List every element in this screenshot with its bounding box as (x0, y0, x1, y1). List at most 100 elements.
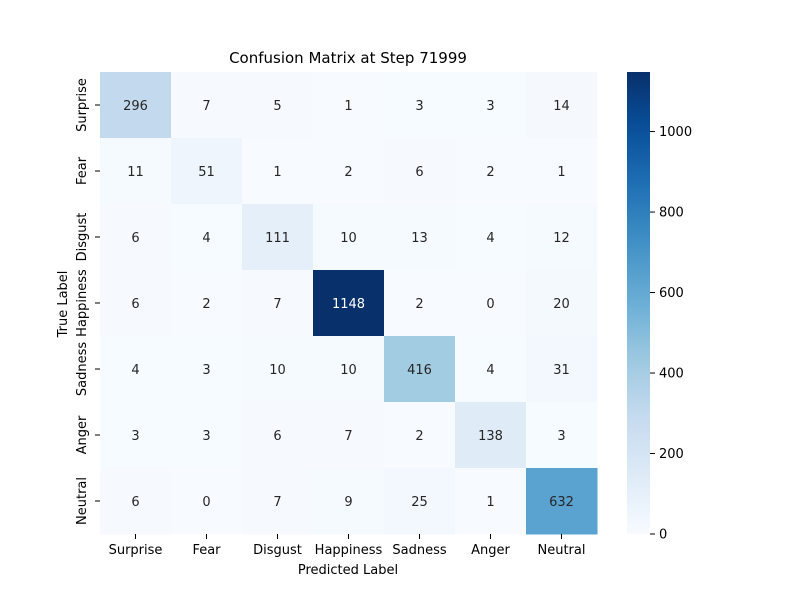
heatmap-cell (384, 468, 456, 535)
y-tick-label: Disgust (75, 213, 90, 262)
cell-value-label: 1 (557, 165, 565, 180)
heatmap-cell (313, 336, 385, 403)
cell-value-label: 3 (415, 99, 423, 114)
y-tick-label: Fear (75, 156, 90, 185)
colorbar-tick-label: 0 (659, 528, 667, 543)
heatmap-cell (171, 138, 243, 205)
cell-value-label: 2 (344, 165, 352, 180)
heatmap-cell (384, 336, 456, 403)
y-tick-label: Neutral (75, 477, 90, 525)
cell-value-label: 632 (549, 495, 574, 510)
heatmap-cell (100, 468, 172, 535)
heatmap-cell (100, 402, 172, 469)
cell-value-label: 7 (344, 429, 352, 444)
y-tick-label: Anger (75, 415, 90, 454)
cell-value-label: 3 (557, 429, 565, 444)
cell-value-label: 296 (123, 99, 148, 114)
x-tick-label: Surprise (109, 543, 163, 558)
cell-value-label: 7 (202, 99, 210, 114)
cell-value-label: 14 (553, 99, 570, 114)
heatmap-cell (384, 72, 456, 139)
cell-value-label: 11 (127, 165, 144, 180)
cell-value-label: 2 (202, 297, 210, 312)
cell-value-label: 3 (202, 363, 210, 378)
x-axis-ticks: Surprise Fear Disgust Happiness Sadness Anger… (109, 534, 586, 558)
cell-value-label: 3 (486, 99, 494, 114)
cell-value-label: 10 (340, 363, 357, 378)
heatmap-cell (171, 72, 243, 139)
heatmap-cell (526, 468, 598, 535)
heatmap-cell (242, 270, 314, 337)
cell-value-label: 1 (273, 165, 281, 180)
heatmap-cell (313, 402, 385, 469)
cell-value-label: 1 (486, 495, 494, 510)
x-tick-label: Neutral (538, 543, 586, 558)
cell-value-label: 13 (411, 231, 428, 246)
cell-value-label: 2 (415, 429, 423, 444)
colorbar: 0 200 400 600 800 1000 (627, 72, 692, 543)
heatmap-cell (171, 270, 243, 337)
heatmap-cell (313, 72, 385, 139)
heatmap-cell (455, 402, 527, 469)
heatmap-cell (526, 138, 598, 205)
heatmap-cell (526, 270, 598, 337)
cell-value-label: 4 (486, 231, 494, 246)
colorbar-tick-label: 600 (659, 286, 684, 301)
colorbar-tick-label: 200 (659, 447, 684, 462)
cell-value-label: 6 (131, 297, 139, 312)
heatmap-cell (384, 204, 456, 271)
cell-value-label: 111 (265, 231, 290, 246)
x-tick-label: Sadness (392, 543, 446, 558)
cell-value-label: 4 (131, 363, 139, 378)
heatmap-cell (100, 270, 172, 337)
heatmap-cell (100, 204, 172, 271)
y-axis-label: True Label (56, 271, 71, 339)
heatmap-cell (171, 336, 243, 403)
cell-value-label: 416 (407, 363, 432, 378)
cell-value-label: 25 (411, 495, 428, 510)
cell-value-label: 31 (553, 363, 570, 378)
x-tick-label: Anger (471, 543, 510, 558)
heatmap-cell (526, 204, 598, 271)
heatmap-cell (242, 402, 314, 469)
heatmap-cell (455, 336, 527, 403)
cell-value-label: 10 (340, 231, 357, 246)
heatmap-cell (455, 270, 527, 337)
cell-value-label: 0 (486, 297, 494, 312)
cell-value-label: 10 (269, 363, 286, 378)
heatmap-cell (100, 336, 172, 403)
heatmap-cell (455, 204, 527, 271)
y-tick-label: Sadness (75, 342, 90, 396)
x-axis-label: Predicted Label (298, 563, 398, 578)
heatmap-cell (455, 468, 527, 535)
chart-title: Confusion Matrix at Step 71999 (229, 49, 467, 67)
heatmap-cell (242, 204, 314, 271)
heatmap-cell (242, 468, 314, 535)
cell-value-label: 20 (553, 297, 570, 312)
heatmap-cell (242, 72, 314, 139)
heatmap-cell (171, 402, 243, 469)
cell-value-label: 5 (273, 99, 281, 114)
cell-value-label: 9 (344, 495, 352, 510)
heatmap-cell (242, 336, 314, 403)
cell-value-label: 3 (202, 429, 210, 444)
heatmap-cell (384, 270, 456, 337)
cell-value-label: 0 (202, 495, 210, 510)
cell-value-label: 2 (415, 297, 423, 312)
heatmap-cell (313, 270, 385, 337)
heatmap-cell (526, 402, 598, 469)
heatmap-cell (171, 468, 243, 535)
cell-value-label: 12 (553, 231, 570, 246)
cell-value-label: 6 (131, 495, 139, 510)
heatmap-cell (455, 138, 527, 205)
cell-value-label: 138 (478, 429, 503, 444)
cell-value-label: 6 (273, 429, 281, 444)
y-tick-label: Surprise (75, 78, 90, 132)
heatmap-cell (526, 72, 598, 139)
cell-value-label: 3 (131, 429, 139, 444)
cell-value-label: 1148 (332, 297, 365, 312)
heatmap-cell (455, 72, 527, 139)
y-axis-ticks: Surprise Fear Disgust Happiness Sadness Anger… (75, 78, 100, 525)
